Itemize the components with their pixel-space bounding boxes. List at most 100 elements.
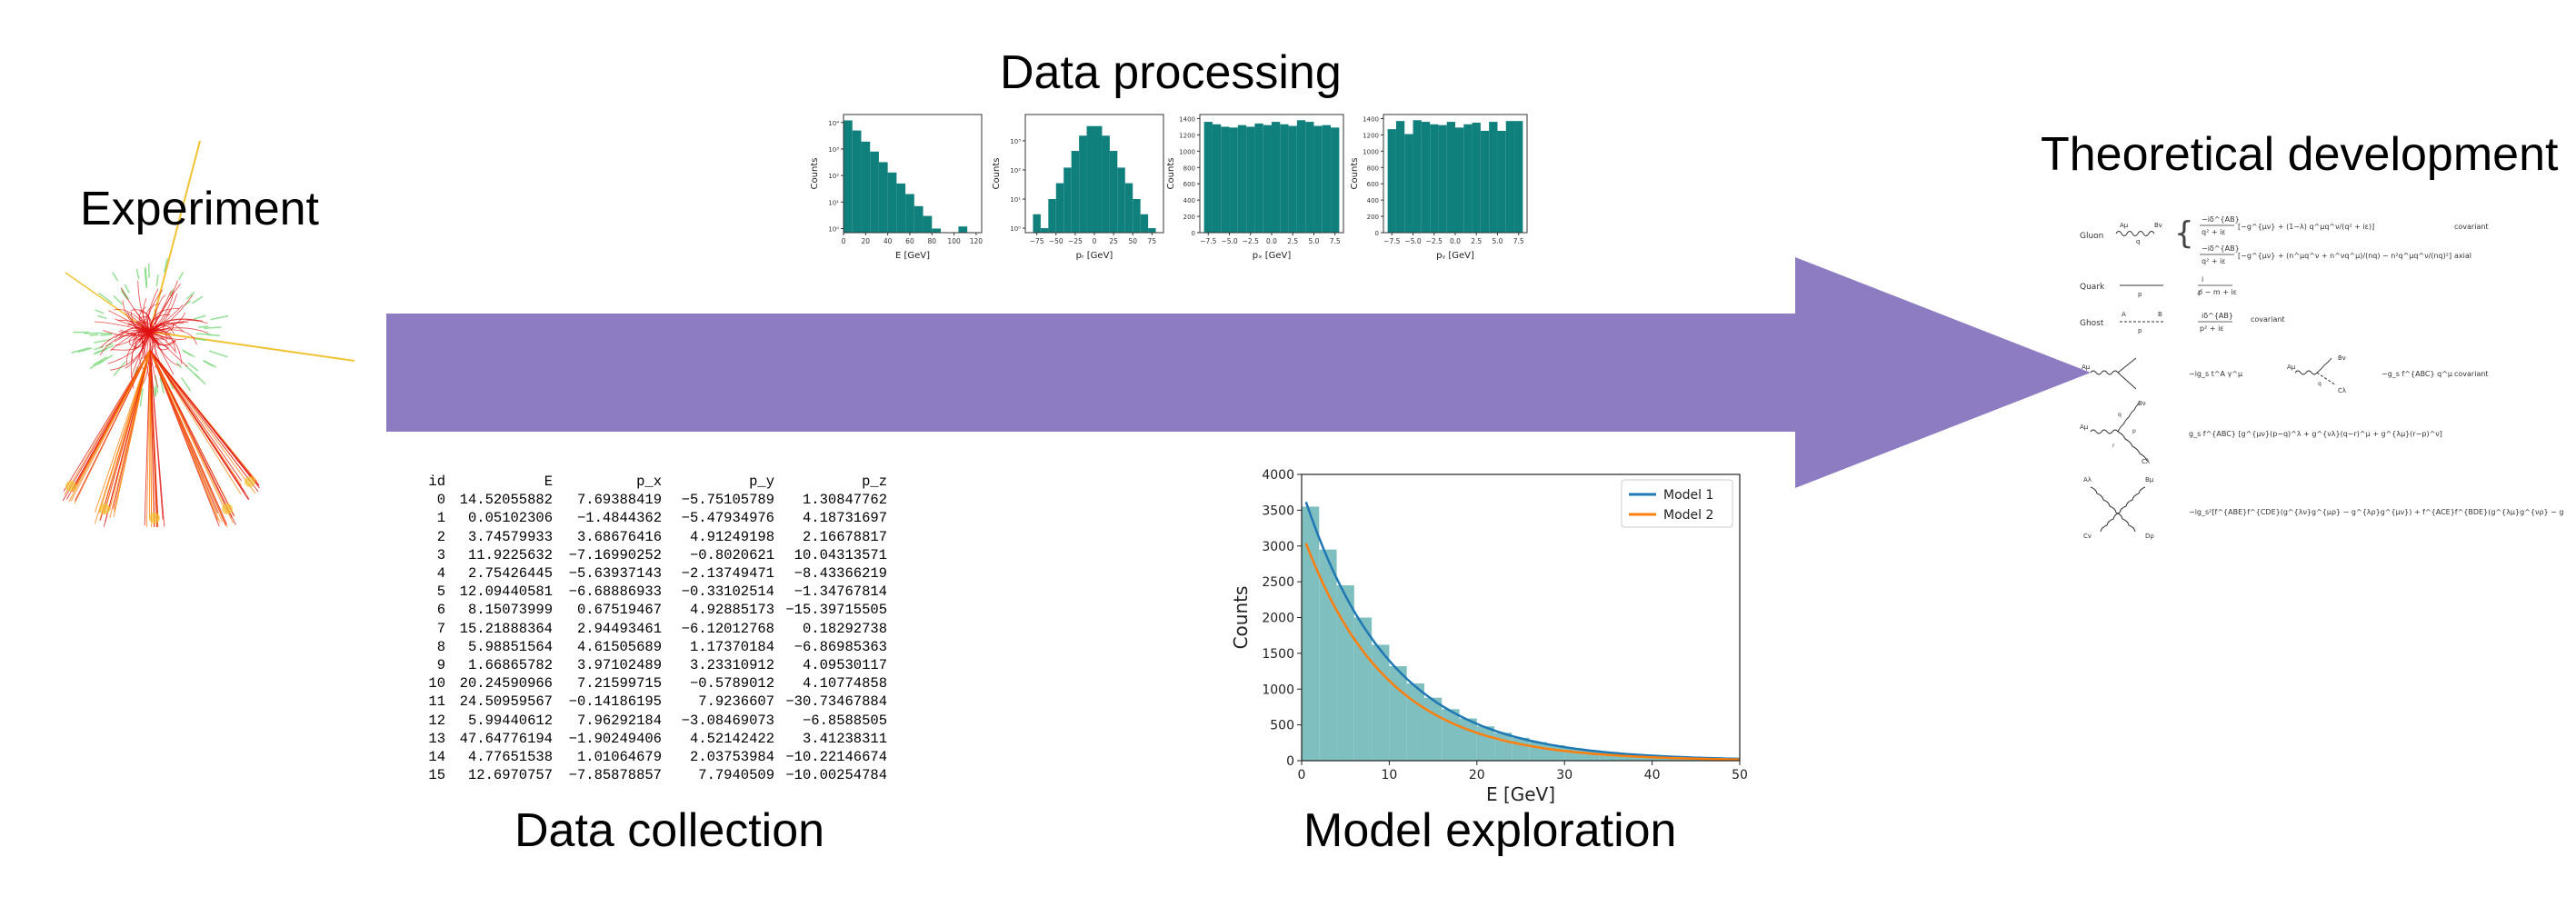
svg-text:p̸ − m + iε: p̸ − m + iε [2197, 288, 2237, 296]
histogram-bar [1040, 228, 1049, 233]
x-tick-label: −75 [1030, 237, 1044, 245]
table-cell: 7.96292184 [576, 712, 662, 729]
svg-text:−ig_s²[f^{ABE}f^{CDE}(g^{λν}g^: −ig_s²[f^{ABE}f^{CDE}(g^{λν}g^{μρ} − g^{… [2189, 508, 2563, 516]
y-tick-label: 1000 [1262, 683, 1294, 697]
table-cell: −0.14186195 [568, 693, 662, 711]
histogram-bar [1489, 122, 1498, 233]
table-header-row: id E p_x p_y p_z [418, 473, 887, 491]
model-exploration-chart: 0 10 20 30 40 5005001000150020002500300035004… [1230, 468, 1748, 805]
table-cell: 7.7940509 [698, 767, 774, 784]
x-tick-label: 40 [1644, 768, 1661, 782]
label-data-collection: Data collection [514, 804, 825, 857]
y-tick-label: 1400 [1363, 115, 1379, 123]
histogram-bar [1617, 753, 1635, 761]
table-cell: 9 [436, 657, 445, 674]
table-cell: 4.92885173 [689, 602, 774, 619]
detector-event-display [62, 140, 354, 527]
table-cell: 12.6970757 [467, 767, 553, 784]
y-tick-label: 400 [1183, 197, 1195, 204]
table-cell: −7.85878857 [568, 767, 662, 784]
table-cell: 3.97102489 [576, 657, 662, 674]
x-tick-label: 75 [1148, 237, 1157, 245]
y-tick-label: 1000 [1363, 148, 1379, 155]
histogram-bar [1529, 742, 1547, 761]
y-tick-label: 1500 [1262, 647, 1294, 662]
histogram-bar [844, 120, 853, 233]
model-curve [1304, 543, 1741, 761]
table-cell: −0.33102514 [681, 583, 774, 601]
svg-text:iδ^{AB}: iδ^{AB} [2202, 312, 2233, 320]
table-cell: 1 [436, 510, 445, 527]
x-tick-label: 5.0 [1309, 237, 1320, 245]
x-tick-label: −5.0 [1404, 237, 1421, 245]
x-tick-label: −2.5 [1426, 237, 1443, 245]
y-tick-label: 2000 [1262, 612, 1294, 626]
svg-text:q² + iε: q² + iε [2202, 228, 2226, 236]
table-cell: −0.8020621 [689, 546, 774, 563]
x-tick-label: −5.0 [1221, 237, 1237, 245]
histogram-bar [1124, 183, 1133, 233]
histogram-bar [878, 162, 888, 233]
y-tick-label: 600 [1367, 181, 1379, 188]
table-row: 7 15.21888364 2.94493461 −6.12012768 0.18292… [418, 620, 887, 638]
table-cell: −6.68886933 [568, 583, 662, 601]
table-cell: −3.08469073 [681, 712, 774, 729]
histogram-bar [1140, 214, 1149, 233]
histogram-bar [1055, 183, 1064, 233]
table-row: 11 24.50959567 −0.14186195 7.9236607 −30.734… [418, 693, 887, 711]
table-cell: −30.73467884 [785, 693, 887, 711]
histogram-bar [1389, 666, 1407, 761]
y-axis-label: Counts [1166, 158, 1176, 190]
histogram-bar [1221, 126, 1230, 233]
histogram-bar [1229, 127, 1238, 233]
x-axis-label: pᵣ [GeV] [1076, 251, 1113, 261]
y-axis-label: Counts [1230, 586, 1252, 650]
histogram-bar [1086, 125, 1094, 233]
table-row: 2 3.74579933 3.68676416 4.91249198 2.1667881… [418, 528, 887, 546]
gluon-propagator-icon [2115, 231, 2155, 236]
histogram-bar [1505, 121, 1515, 233]
legend-label: Model 2 [1663, 508, 1713, 523]
histogram-bar [1372, 644, 1390, 761]
table-cell: 3.23310912 [689, 657, 774, 674]
histogram-bar [852, 130, 862, 233]
histogram-energy: 0 20 40 60 80 100 120 10⁰ 10¹ 10² 10³ 10⁴ E [GeV] Cou… [810, 114, 983, 261]
table-cell: −0.5789012 [689, 675, 774, 693]
table-cell: 7.9236607 [698, 693, 774, 711]
y-tick-label: 10³ [1010, 138, 1021, 145]
histogram-bar [958, 226, 968, 233]
column-header-e: E [544, 473, 553, 490]
histogram-bar [1305, 122, 1314, 233]
table-cell: −2.13749471 [681, 565, 774, 583]
x-tick-label: −50 [1049, 237, 1063, 245]
histogram-bar [1494, 733, 1513, 761]
feynman-row-label: Gluon [2080, 232, 2103, 241]
x-tick-label: −2.5 [1243, 237, 1259, 245]
svg-text:Bν: Bν [2138, 400, 2146, 407]
table-cell: 8 [436, 638, 445, 655]
table-cell: 4.91249198 [689, 528, 774, 545]
table-cell: −1.4844362 [576, 510, 662, 527]
histogram-bar [1599, 752, 1618, 761]
table-cell: 4.10774858 [802, 675, 887, 693]
table-cell: −10.22146674 [785, 749, 887, 766]
y-tick-label: 0 [1192, 230, 1195, 237]
table-cell: 4.77651538 [467, 749, 553, 766]
table-row: 3 11.9225632 −7.16990252 −0.8020621 10.04313… [418, 546, 887, 564]
y-tick-label: 3500 [1262, 503, 1294, 518]
histogram-bar [887, 172, 897, 233]
histogram-bar [1404, 134, 1413, 233]
table-cell: −5.47934976 [681, 510, 774, 527]
histogram-bar [1254, 123, 1263, 233]
y-axis-label: Counts [1350, 158, 1360, 190]
histogram-bar [1296, 120, 1306, 233]
label-model-exploration: Model exploration [1303, 804, 1677, 857]
y-tick-label: 3000 [1262, 540, 1294, 554]
histogram-pt: −75 −50 −25 0 25 50 75 10⁰ 10¹ 10² 10³ pᵣ [GeV] Coun… [992, 114, 1164, 261]
feynman-note: covariant [2251, 315, 2285, 324]
x-tick-label: 50 [1128, 237, 1137, 245]
x-tick-label: 60 [905, 237, 914, 245]
x-tick-label: 120 [970, 237, 983, 245]
histogram-bar [1406, 683, 1424, 761]
